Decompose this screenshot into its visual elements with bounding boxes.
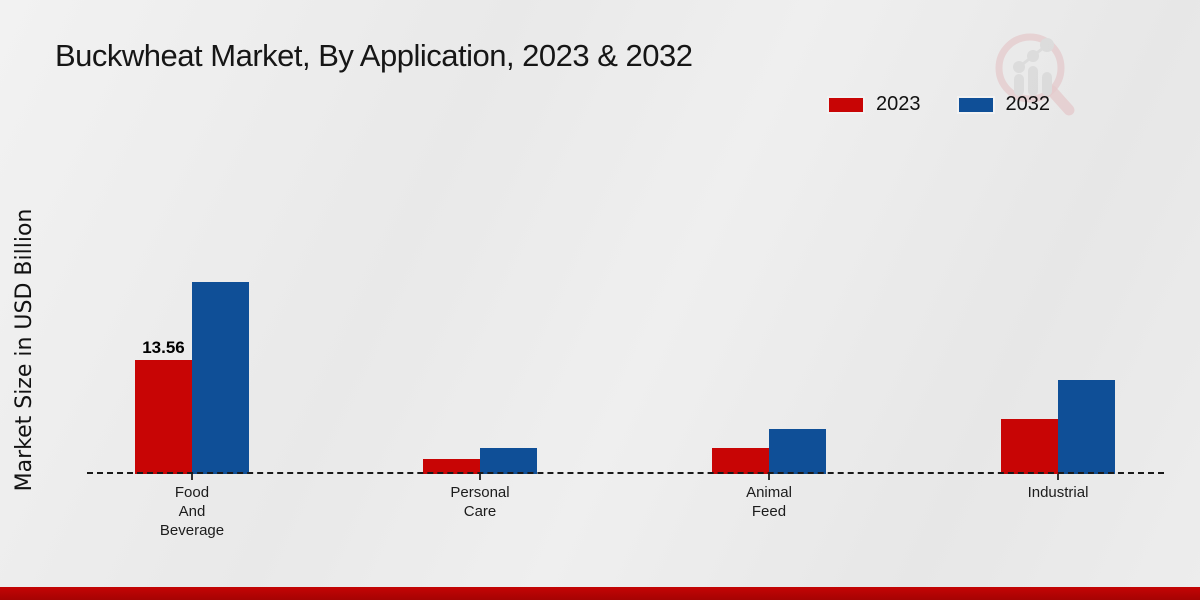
- footer-red-bar: [0, 587, 1200, 600]
- x-axis-tick-animal-feed: [768, 474, 770, 480]
- bar-2032-industrial: [1058, 380, 1115, 474]
- category-label-food-and-beverage: Food And Beverage: [159, 484, 225, 539]
- legend-swatch-2023: [827, 95, 865, 114]
- legend-label-2023: 2023: [876, 93, 921, 115]
- x-axis-tick-food-and-beverage: [191, 474, 193, 480]
- legend-label-2032: 2032: [1005, 93, 1051, 115]
- category-label-animal-feed: Animal Feed: [746, 484, 792, 520]
- bar-2032-animal-feed: [769, 429, 826, 474]
- bar-2023-personal-care: [423, 459, 480, 474]
- bar-2032-food-and-beverage: [192, 282, 249, 474]
- legend: 2023 2032: [827, 93, 1050, 116]
- magnifier-chart-logo-icon: [995, 33, 1075, 116]
- x-axis-tick-industrial: [1057, 474, 1059, 480]
- legend-item-2023: 2023: [827, 93, 921, 116]
- chart-title: Buckwheat Market, By Application, 2023 &…: [55, 38, 693, 73]
- bar-value-label-2023-food-and-beverage: 13.56: [142, 338, 185, 357]
- bar-2023-food-and-beverage: [135, 360, 192, 474]
- legend-item-2032: 2032: [956, 93, 1051, 116]
- x-axis-baseline: [87, 472, 1164, 474]
- bar-2032-personal-care: [480, 448, 537, 474]
- x-axis-tick-personal-care: [479, 474, 481, 480]
- bar-2023-animal-feed: [712, 448, 769, 474]
- legend-swatch-2032: [956, 95, 995, 114]
- category-label-personal-care: Personal Care: [450, 484, 510, 520]
- category-label-industrial: Industrial: [1027, 484, 1089, 501]
- bar-2023-industrial: [1001, 419, 1058, 474]
